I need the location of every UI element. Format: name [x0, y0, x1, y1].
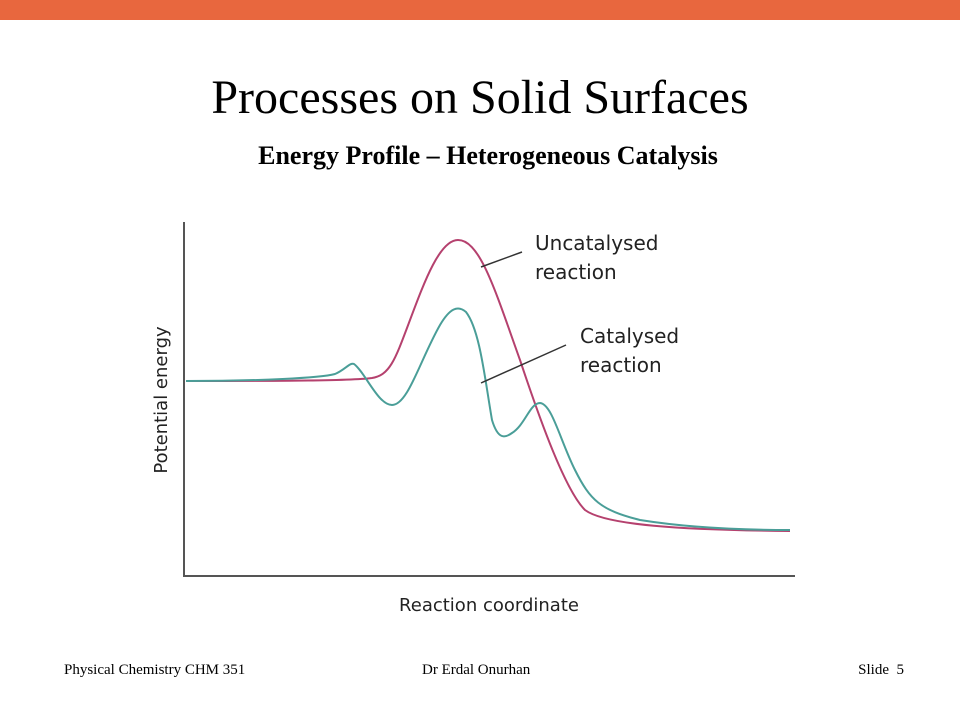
footer-slide-value: 5	[896, 662, 905, 678]
catalysed-leader-line	[480, 344, 567, 384]
catalysed-curve	[185, 307, 791, 531]
uncatalysed-leader-line	[480, 251, 523, 268]
x-axis-label: Reaction coordinate	[399, 595, 579, 616]
slide-subtitle: Energy Profile – Heterogeneous Catalysis	[258, 141, 718, 170]
slide-title: Processes on Solid Surfaces	[211, 71, 749, 124]
footer-author: Dr Erdal Onurhan	[422, 662, 531, 678]
catalysed-label-line1: Catalysed	[580, 324, 679, 348]
top-accent-bar	[0, 0, 960, 20]
uncatalysed-curve	[185, 238, 791, 532]
y-axis-label: Potential energy	[151, 326, 172, 474]
catalysed-label-line2: reaction	[580, 353, 662, 377]
uncatalysed-label-line1: Uncatalysed	[535, 231, 658, 255]
footer-course: Physical Chemistry CHM 351	[64, 662, 246, 678]
footer-slide-label: Slide	[858, 662, 889, 678]
uncatalysed-label-line2: reaction	[535, 260, 617, 284]
footer-slide-number: Slide 5	[858, 662, 904, 679]
